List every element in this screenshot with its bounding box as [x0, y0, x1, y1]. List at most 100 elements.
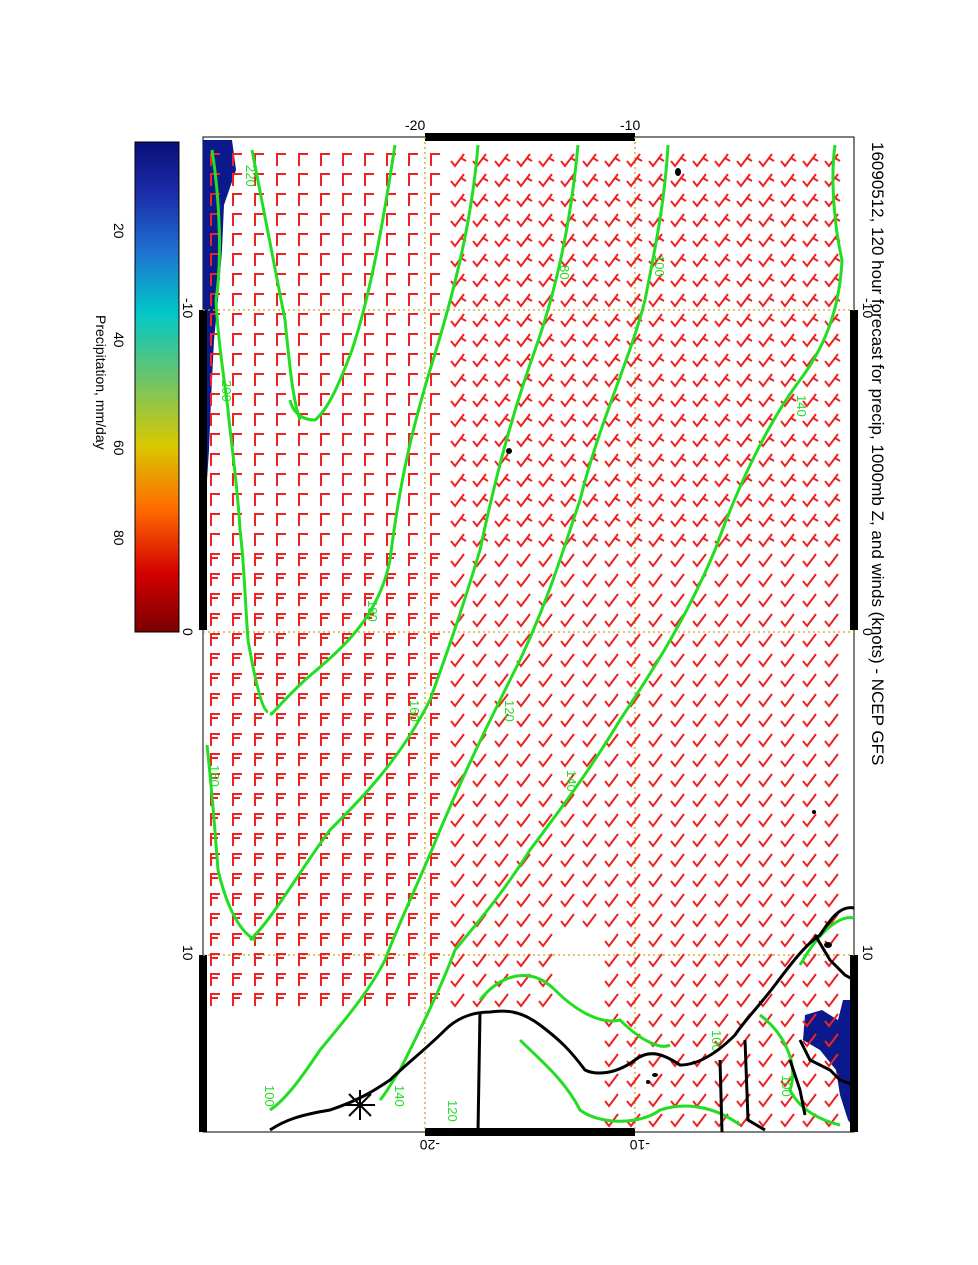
wind-barb	[780, 753, 795, 768]
wind-barb	[780, 313, 797, 328]
wind-barb	[538, 953, 553, 968]
wind-barb	[342, 153, 352, 166]
wind-barb	[276, 733, 286, 746]
wind-barb	[626, 493, 643, 508]
wind-barb	[494, 293, 511, 308]
wind-barb	[714, 433, 731, 448]
wind-barb	[670, 333, 687, 348]
wind-barb	[472, 653, 487, 668]
wind-barb	[824, 753, 839, 768]
wind-barb	[232, 353, 242, 366]
wind-barb	[670, 693, 685, 708]
wind-barb	[736, 233, 753, 248]
wind-barb	[758, 453, 775, 468]
wind-barb	[364, 673, 374, 686]
wind-barb	[320, 613, 330, 626]
wind-barb	[494, 853, 509, 868]
lon-tick-right-0: -10	[860, 298, 876, 318]
wind-barb	[560, 813, 575, 828]
wind-barb	[386, 333, 396, 346]
wind-barb	[232, 993, 242, 1006]
wind-barb	[364, 193, 374, 206]
wind-barb	[626, 473, 643, 488]
wind-barb	[320, 713, 330, 726]
wind-barb	[516, 193, 533, 208]
wind-barb	[670, 193, 687, 208]
wind-barb	[758, 933, 773, 948]
wind-barb	[472, 773, 487, 788]
wind-barb	[450, 213, 467, 228]
precip-area-south	[803, 1000, 854, 1128]
wind-barb	[430, 593, 440, 606]
wind-barb	[386, 433, 396, 446]
wind-barb	[364, 493, 374, 506]
wind-barb	[342, 433, 352, 446]
wind-barb	[298, 173, 308, 186]
wind-barb	[254, 233, 264, 246]
wind-barb	[648, 393, 665, 408]
wind-barb	[670, 933, 685, 948]
wind-barb	[408, 513, 418, 526]
colorbar-tick-40: 40	[111, 332, 127, 348]
wind-barb	[780, 913, 795, 928]
wind-barb	[516, 173, 533, 188]
wind-barb	[692, 253, 709, 268]
wind-barb	[298, 713, 308, 726]
wind-barb	[210, 453, 220, 466]
wind-barb	[560, 873, 575, 888]
wind-barb	[736, 193, 753, 208]
wind-barb	[780, 653, 795, 668]
wind-barb	[714, 973, 729, 988]
wind-barb	[538, 353, 555, 368]
wind-barb	[560, 413, 577, 428]
wind-barb	[430, 793, 440, 806]
wind-barb	[802, 213, 819, 228]
contour-label: 140	[794, 395, 809, 417]
wind-barb	[430, 573, 440, 586]
wind-barb	[254, 993, 264, 1006]
wind-barb	[582, 813, 597, 828]
wind-barb	[780, 853, 795, 868]
wind-barb	[450, 393, 467, 408]
lon-tick-left-1: 0	[180, 628, 196, 636]
wind-barb	[560, 473, 577, 488]
wind-barb	[320, 433, 330, 446]
wind-barb	[604, 1053, 619, 1068]
wind-barb	[604, 893, 619, 908]
wind-barb	[342, 593, 352, 606]
wind-barb	[780, 393, 797, 408]
wind-barb	[582, 733, 597, 748]
wind-barb	[276, 393, 286, 406]
wind-barb	[780, 933, 795, 948]
wind-barb	[802, 513, 819, 528]
wind-barb	[516, 553, 531, 568]
wind-barb	[210, 693, 220, 706]
wind-barb	[364, 433, 374, 446]
wind-barb	[604, 653, 619, 668]
wind-barb	[232, 933, 242, 946]
wind-barb	[320, 353, 330, 366]
wind-barb	[824, 533, 841, 548]
wind-barb	[824, 493, 841, 508]
wind-barb	[430, 953, 440, 966]
wind-barb	[342, 273, 352, 286]
wind-barb	[494, 773, 509, 788]
contour-label: 100	[652, 255, 667, 277]
wind-barb	[758, 1113, 773, 1128]
wind-barb	[780, 233, 797, 248]
wind-barb	[692, 493, 709, 508]
contour-line	[248, 144, 580, 942]
wind-barb	[210, 273, 220, 286]
wind-barb	[824, 713, 839, 728]
wind-barb	[298, 233, 308, 246]
wind-barb	[472, 293, 489, 308]
contour-label: 120	[502, 700, 517, 722]
wind-barb	[736, 493, 753, 508]
wind-barb	[714, 633, 729, 648]
wind-barb	[364, 453, 374, 466]
wind-barb	[254, 913, 264, 926]
contour-line	[798, 916, 855, 966]
wind-barb	[210, 913, 220, 926]
wind-barb	[824, 853, 839, 868]
wind-barb	[408, 753, 418, 766]
